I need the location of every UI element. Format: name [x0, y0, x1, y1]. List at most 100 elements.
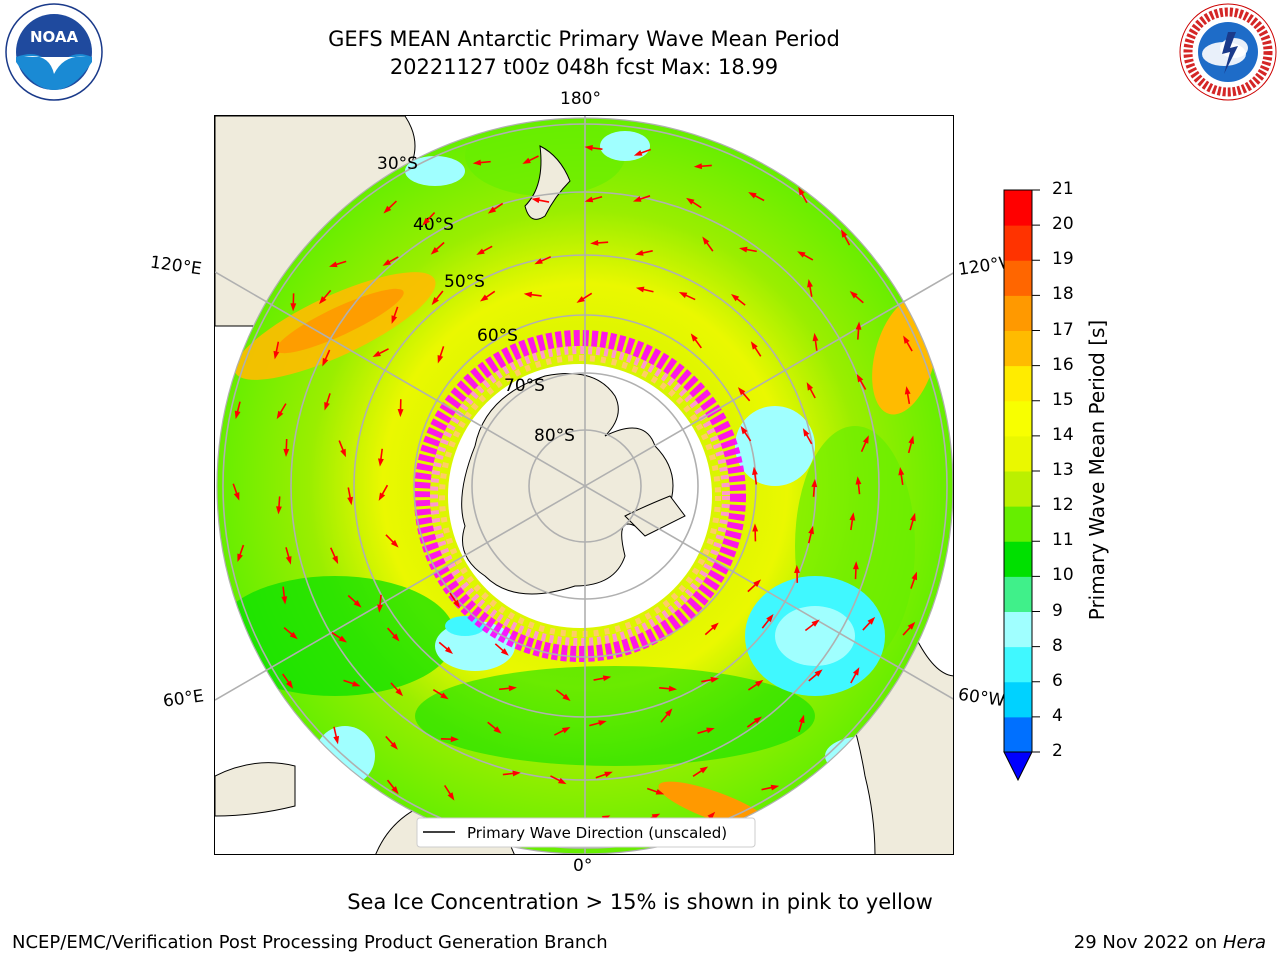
wave-vector-head — [907, 621, 916, 630]
colorbar-tick-label: 6 — [1052, 670, 1063, 691]
wave-vector-head — [584, 196, 594, 203]
wave-vector-head — [686, 197, 695, 205]
lon-label-60e: 60°E — [161, 686, 206, 712]
colorbar-tick-label: 2 — [1052, 741, 1063, 761]
nws-logo — [1179, 3, 1277, 101]
wave-vector-head — [752, 466, 758, 476]
colorbar-block — [1004, 576, 1032, 612]
wave-vector-head — [655, 788, 665, 795]
wave-vector-head — [276, 410, 284, 420]
wave-vector-head — [668, 685, 678, 692]
wave-vector-head — [390, 741, 398, 750]
wave-vector-head — [750, 341, 758, 350]
madagascar-land — [215, 762, 296, 817]
colorbar-tick-label: 11 — [1052, 530, 1074, 551]
colorbar-block — [1004, 330, 1032, 367]
lat-label-70s: 70°S — [504, 376, 545, 396]
wave-vector-head — [353, 600, 362, 608]
wave-vector-head — [706, 727, 715, 734]
colorbar-tick-label: 20 — [1052, 214, 1074, 235]
wave-vector-head — [561, 726, 571, 734]
wave-vector-head — [340, 448, 346, 458]
wave-vector-head — [378, 458, 384, 467]
wave-vector-head — [798, 714, 805, 724]
wave-vector-head — [707, 811, 716, 820]
wave-vector-head — [766, 614, 774, 623]
wave-vector-head — [856, 373, 864, 383]
wave-vector-head — [910, 512, 916, 522]
wave-vector-head — [898, 467, 905, 476]
wave-vector-head — [807, 279, 813, 288]
wave-vector-head — [395, 688, 403, 697]
wave-vector-head — [476, 248, 485, 255]
sea-ice-note: Sea Ice Concentration > 15% is shown in … — [347, 890, 933, 914]
wave-vector-head — [390, 539, 399, 548]
colorbar-block — [1004, 365, 1032, 402]
wave-vector-head — [378, 492, 386, 501]
map-legend: Primary Wave Direction (unscaled) — [416, 817, 756, 848]
colorbar-tick-label: 19 — [1052, 249, 1074, 270]
wave-vector-head — [319, 296, 327, 305]
wave-vector-head — [814, 669, 823, 677]
lon-label-120e: 120°E — [148, 252, 203, 280]
colorbar-tick-label: 8 — [1052, 635, 1063, 656]
wave-vector-head — [522, 157, 531, 164]
legend-label: Primary Wave Direction (unscaled) — [467, 824, 727, 842]
wave-vector-head — [590, 239, 599, 246]
colorbar-title: Primary Wave Mean Period [s] — [1085, 319, 1109, 621]
colorbar-block — [1004, 716, 1032, 753]
wave-vector-head — [276, 506, 282, 515]
colorbar — [1003, 189, 1040, 782]
wave-vector-head — [562, 693, 571, 701]
wave-vector-head — [422, 217, 430, 226]
noaa-logo: NOAA — [5, 3, 103, 101]
wave-vector-head — [447, 792, 455, 801]
wave-vector-head — [798, 186, 805, 196]
wave-vector-head — [233, 492, 240, 501]
lat-label-80s: 80°S — [534, 426, 575, 446]
colorbar-block — [1004, 435, 1032, 472]
wave-vector-head — [794, 564, 800, 574]
wave-vector-head — [382, 259, 391, 266]
wave-vector-head — [855, 321, 862, 330]
wave-vector-head — [770, 784, 780, 791]
wave-vector-head — [748, 192, 757, 199]
wave-vector-head — [333, 735, 340, 745]
wave-vector-head — [234, 410, 241, 420]
wave-vector-head — [740, 425, 748, 435]
wave-vector-head — [493, 726, 502, 734]
wave-vector-head — [635, 250, 644, 256]
colorbar-tick-label: 21 — [1052, 179, 1074, 199]
wave-vector-head — [699, 766, 709, 774]
wave-vector-head — [911, 571, 918, 581]
footer-date-text: 29 Nov 2022 on — [1073, 932, 1223, 953]
wave-vector-head — [431, 296, 439, 306]
graticule — [215, 116, 953, 854]
wave-vector-head — [811, 478, 818, 488]
wave-vector-head — [632, 196, 642, 202]
wave-vector-head — [450, 736, 459, 743]
wave-vector-head — [351, 680, 361, 687]
colorbar-tick-label: 4 — [1052, 705, 1063, 726]
wave-vector-head — [391, 786, 399, 795]
wave-vector-head — [289, 631, 298, 640]
wave-vector-head — [487, 206, 497, 214]
wave-vector-head — [430, 246, 439, 255]
wave-vector-head — [702, 236, 710, 245]
colorbar-block — [1004, 295, 1032, 331]
footer-host: Hera — [1222, 932, 1266, 953]
wave-direction-vectors — [232, 145, 918, 833]
colorbar-tick-label: 17 — [1052, 319, 1074, 340]
wave-vector-head — [841, 229, 848, 238]
colorbar-tick-label: 16 — [1052, 354, 1074, 375]
wave-vector-head — [347, 496, 353, 506]
wave-vector-head — [237, 553, 243, 563]
wave-vector-head — [690, 333, 698, 342]
wave-vector-head — [849, 512, 856, 521]
wave-vector-head — [391, 633, 400, 642]
colorbar-tick-label: 15 — [1052, 389, 1074, 410]
wave-vector-head — [731, 293, 740, 302]
colorbar-tick-label: 18 — [1052, 284, 1074, 305]
wave-vector-head — [665, 708, 673, 717]
wave-vector-head — [383, 205, 392, 214]
